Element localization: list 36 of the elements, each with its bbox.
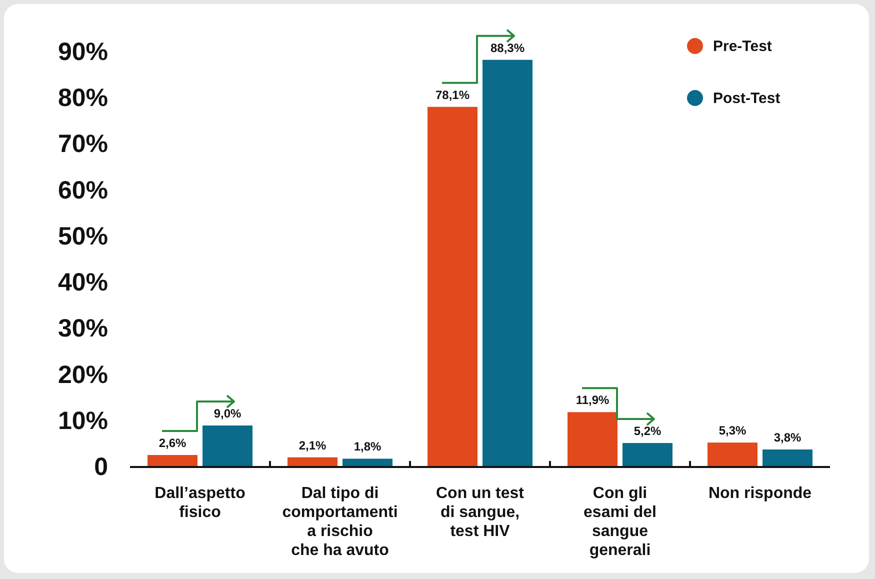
x-tick-label: Con un test di sangue, test HIV [436, 485, 525, 540]
x-tick-label: Dal tipo di comportamenti a rischio che ha avuto [282, 485, 398, 559]
data-label: 1,8% [354, 440, 382, 454]
y-tick-label: 40% [58, 268, 108, 297]
bar [482, 60, 532, 467]
y-tick-label: 50% [58, 222, 108, 250]
bar [622, 443, 672, 467]
data-label: 2,1% [298, 438, 326, 452]
y-tick-label: 10% [58, 406, 108, 435]
y-tick-label: 90% [58, 38, 108, 66]
y-tick-label: 30% [58, 314, 108, 343]
data-label: 88,3% [490, 40, 525, 55]
data-label: 9,0% [214, 406, 242, 420]
bar [762, 449, 812, 467]
legend-label: Post-Test [713, 90, 780, 107]
x-tick-label: Con gli esami del sangue generali [584, 485, 656, 559]
data-label: 11,9% [576, 393, 610, 408]
y-tick-label: 60% [58, 176, 108, 204]
data-label: 78,1% [435, 88, 470, 102]
bar [428, 106, 478, 467]
data-label: 3,8% [774, 430, 802, 444]
y-tick-label: 70% [58, 130, 108, 158]
data-label: 5,3% [718, 424, 746, 438]
data-label: 2,6% [158, 436, 186, 450]
legend-label: Pre-Test [713, 38, 772, 55]
data-label: 5,2% [634, 424, 662, 438]
bar [202, 426, 252, 467]
bar [708, 442, 758, 467]
y-tick-label: 20% [58, 360, 108, 389]
x-tick-label: Non risponde [708, 485, 812, 502]
y-tick-label: 0 [94, 453, 108, 481]
x-tick-label: Dall’aspetto fisico [154, 485, 246, 521]
bar [148, 455, 198, 467]
bar [568, 412, 618, 467]
bar [342, 458, 392, 467]
y-tick-label: 80% [58, 84, 108, 112]
